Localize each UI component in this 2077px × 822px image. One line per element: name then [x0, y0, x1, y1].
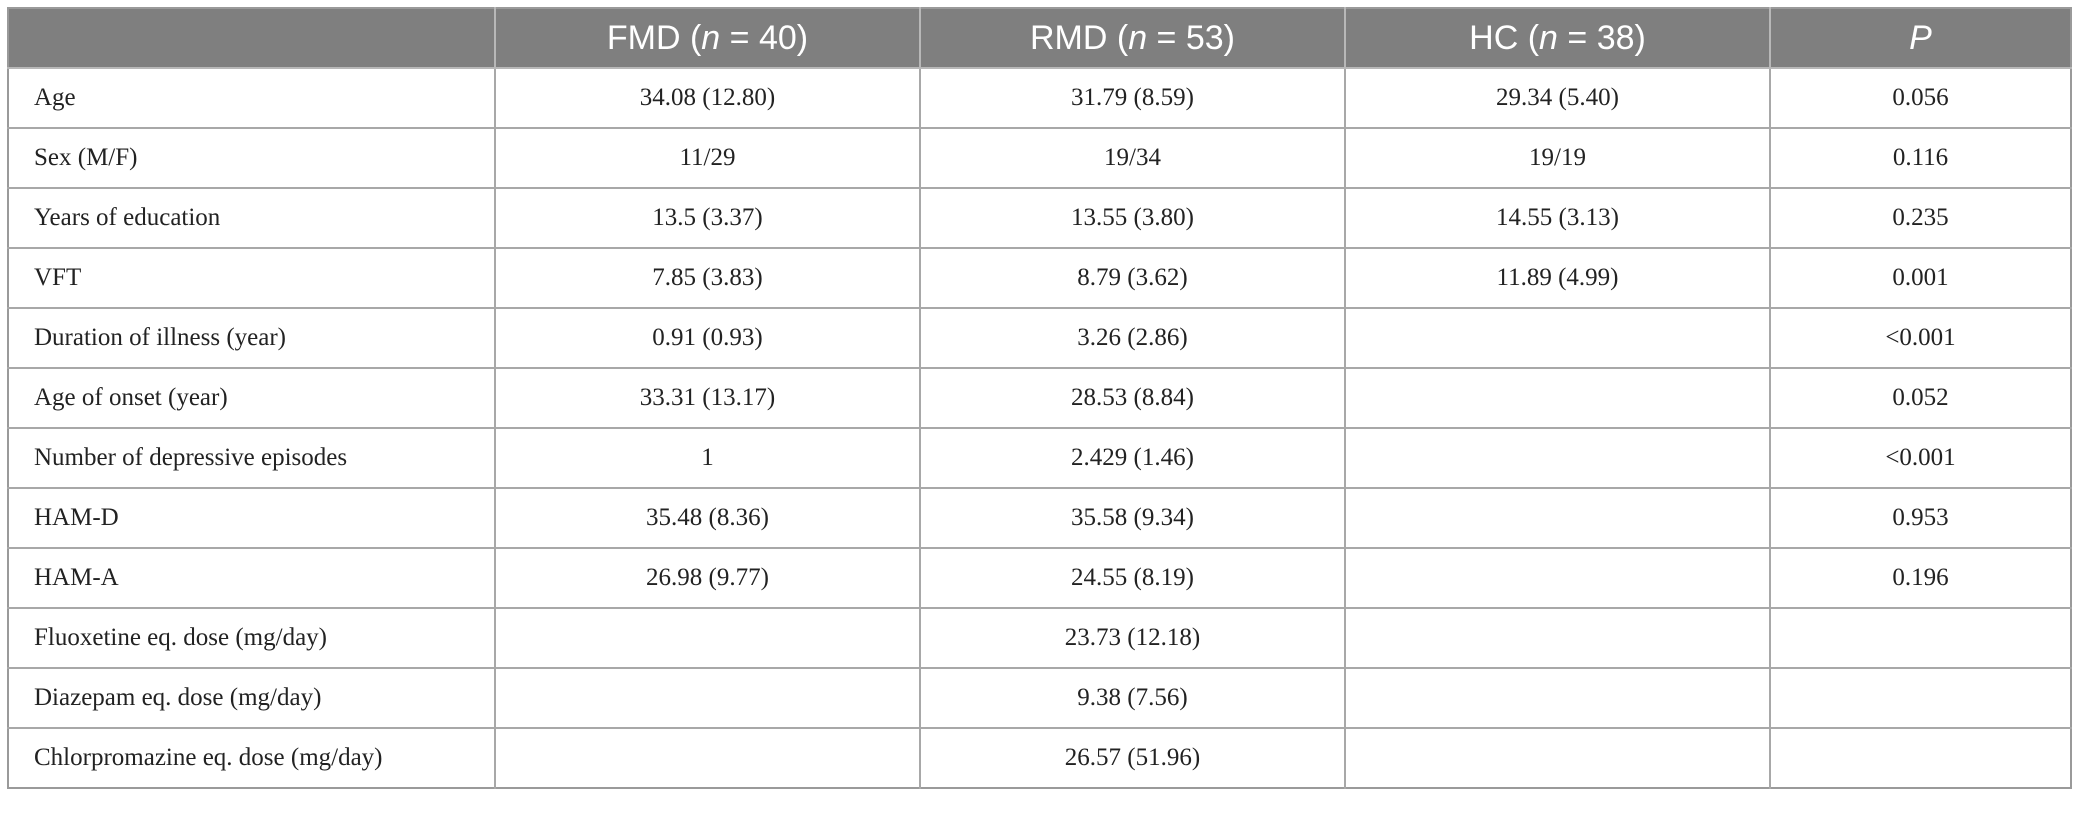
cell-fmd [494, 727, 921, 788]
cell-rmd: 24.55 (8.19) [919, 547, 1346, 609]
table-row: VFT 7.85 (3.83) 8.79 (3.62) 11.89 (4.99) 0.0… [8, 247, 2071, 309]
cell-fmd: 11/29 [494, 127, 921, 189]
cell-p-value: 0.196 [1769, 547, 2071, 609]
cell-hc [1344, 367, 1771, 429]
table-row: Fluoxetine eq. dose (mg/day) 23.73 (12.18… [8, 607, 2071, 669]
cell-hc [1344, 427, 1771, 489]
cell-fmd: 1 [494, 427, 921, 489]
cell-p-value: <0.001 [1769, 427, 2071, 489]
table-row: Chlorpromazine eq. dose (mg/day) 26.57 (5… [8, 727, 2071, 788]
cell-variable: VFT [8, 247, 496, 309]
cell-hc [1344, 607, 1771, 669]
cell-hc: 19/19 [1344, 127, 1771, 189]
cell-variable: Duration of illness (year) [8, 307, 496, 369]
cell-p-value: 0.953 [1769, 487, 2071, 549]
cell-rmd: 2.429 (1.46) [919, 427, 1346, 489]
cell-fmd [494, 607, 921, 669]
cell-hc: 29.34 (5.40) [1344, 67, 1771, 129]
table-row: HAM-D 35.48 (8.36) 35.58 (9.34) 0.953 [8, 487, 2071, 549]
cell-fmd: 13.5 (3.37) [494, 187, 921, 249]
cell-p-value: <0.001 [1769, 307, 2071, 369]
cell-variable: Years of education [8, 187, 496, 249]
cell-fmd: 26.98 (9.77) [494, 547, 921, 609]
cell-fmd: 7.85 (3.83) [494, 247, 921, 309]
table-row: Duration of illness (year) 0.91 (0.93) 3.2… [8, 307, 2071, 369]
table-row: Years of education 13.5 (3.37) 13.55 (3.80… [8, 187, 2071, 249]
cell-fmd [494, 667, 921, 729]
table-row: Sex (M/F) 11/29 19/34 19/19 0.116 [8, 127, 2071, 189]
header-cell-rmd: RMD (n = 53) [919, 8, 1346, 69]
table-body: Age 34.08 (12.80) 31.79 (8.59) 29.34 (5.40)… [8, 67, 2071, 788]
cell-fmd: 0.91 (0.93) [494, 307, 921, 369]
cell-hc [1344, 487, 1771, 549]
cell-p-value [1769, 607, 2071, 669]
cell-p-value: 0.052 [1769, 367, 2071, 429]
cell-p-value [1769, 667, 2071, 729]
cell-hc [1344, 307, 1771, 369]
cell-rmd: 28.53 (8.84) [919, 367, 1346, 429]
cell-rmd: 35.58 (9.34) [919, 487, 1346, 549]
cell-variable: HAM-D [8, 487, 496, 549]
header-cell-p: P [1769, 8, 2071, 69]
table-row: Age 34.08 (12.80) 31.79 (8.59) 29.34 (5.40)… [8, 67, 2071, 129]
cell-rmd: 26.57 (51.96) [919, 727, 1346, 788]
cell-variable: Chlorpromazine eq. dose (mg/day) [8, 727, 496, 788]
cell-p-value [1769, 727, 2071, 788]
table-row: HAM-A 26.98 (9.77) 24.55 (8.19) 0.196 [8, 547, 2071, 609]
cell-fmd: 34.08 (12.80) [494, 67, 921, 129]
cell-rmd: 13.55 (3.80) [919, 187, 1346, 249]
cell-hc: 14.55 (3.13) [1344, 187, 1771, 249]
cell-rmd: 3.26 (2.86) [919, 307, 1346, 369]
cell-variable: Number of depressive episodes [8, 427, 496, 489]
cell-rmd: 8.79 (3.62) [919, 247, 1346, 309]
cell-p-value: 0.235 [1769, 187, 2071, 249]
cell-hc [1344, 547, 1771, 609]
cell-variable: HAM-A [8, 547, 496, 609]
cell-hc: 11.89 (4.99) [1344, 247, 1771, 309]
cell-variable: Age [8, 67, 496, 129]
header-row: FMD (n = 40) RMD (n = 53) HC (n = 38) P [8, 8, 2071, 69]
cell-p-value: 0.001 [1769, 247, 2071, 309]
header-cell-fmd: FMD (n = 40) [494, 8, 921, 69]
cell-fmd: 35.48 (8.36) [494, 487, 921, 549]
cell-hc [1344, 667, 1771, 729]
cell-rmd: 31.79 (8.59) [919, 67, 1346, 129]
cell-variable: Fluoxetine eq. dose (mg/day) [8, 607, 496, 669]
cell-hc [1344, 727, 1771, 788]
cell-variable: Sex (M/F) [8, 127, 496, 189]
cell-p-value: 0.116 [1769, 127, 2071, 189]
cell-rmd: 9.38 (7.56) [919, 667, 1346, 729]
cell-p-value: 0.056 [1769, 67, 2071, 129]
demographics-table: FMD (n = 40) RMD (n = 53) HC (n = 38) P … [7, 7, 2072, 789]
cell-rmd: 23.73 (12.18) [919, 607, 1346, 669]
cell-variable: Diazepam eq. dose (mg/day) [8, 667, 496, 729]
header-cell-variable [8, 8, 496, 69]
table-row: Age of onset (year) 33.31 (13.17) 28.53 (8… [8, 367, 2071, 429]
table-row: Number of depressive episodes 1 2.429 (1.4… [8, 427, 2071, 489]
cell-fmd: 33.31 (13.17) [494, 367, 921, 429]
header-cell-hc: HC (n = 38) [1344, 8, 1771, 69]
demographics-table-container: FMD (n = 40) RMD (n = 53) HC (n = 38) P … [7, 7, 2072, 789]
table-row: Diazepam eq. dose (mg/day) 9.38 (7.56) [8, 667, 2071, 729]
table-header: FMD (n = 40) RMD (n = 53) HC (n = 38) P [8, 8, 2071, 69]
cell-rmd: 19/34 [919, 127, 1346, 189]
cell-variable: Age of onset (year) [8, 367, 496, 429]
